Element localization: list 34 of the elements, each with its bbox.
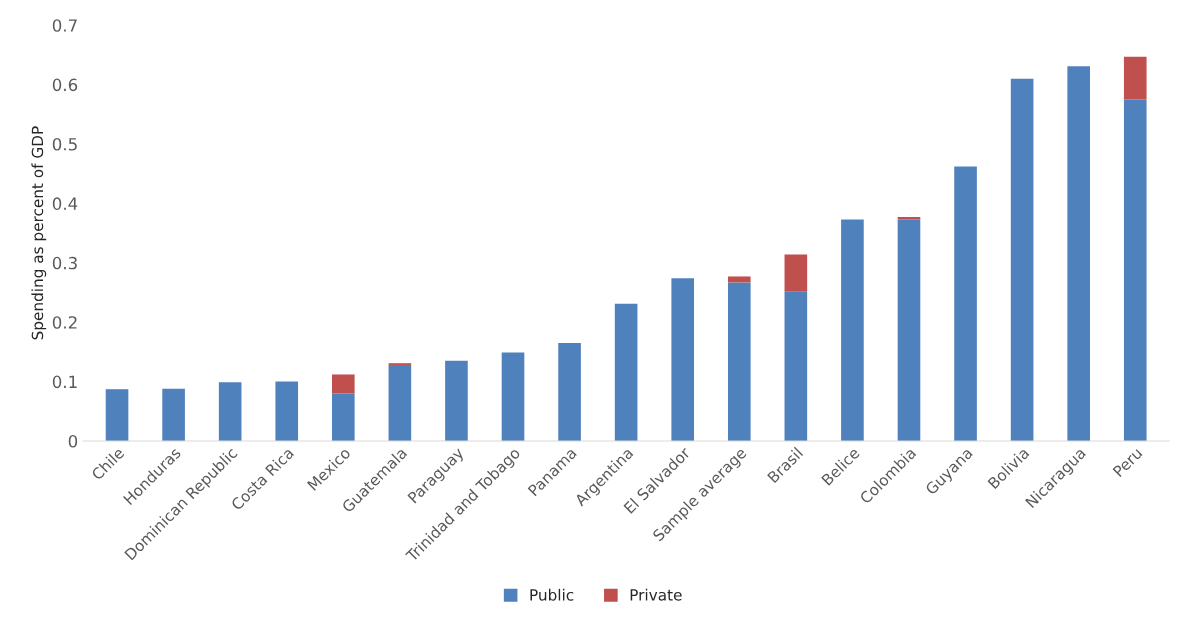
bar — [1123, 56, 1147, 100]
bar — [331, 374, 355, 394]
bar — [501, 352, 525, 441]
bar — [614, 303, 638, 441]
bar — [671, 278, 695, 441]
bar — [1010, 78, 1034, 441]
y-tick-label: 0.4 — [52, 197, 78, 210]
bar — [841, 219, 864, 441]
y-tick-label: 0 — [68, 434, 78, 448]
bar — [558, 342, 581, 441]
y-tick-label: 0.1 — [52, 375, 77, 389]
bar — [1123, 99, 1147, 441]
bar — [784, 291, 808, 441]
y-tick-label: 0.5 — [52, 137, 77, 151]
y-tick-label: 0.7 — [52, 19, 77, 32]
bar — [105, 389, 129, 441]
y-tick-label: 0.6 — [52, 78, 78, 92]
legend-label: Public — [530, 588, 574, 601]
bar — [162, 388, 185, 441]
bar — [897, 219, 921, 441]
bar — [784, 254, 808, 292]
bar — [445, 360, 468, 441]
bar — [218, 382, 242, 441]
bar — [275, 381, 299, 441]
bar — [388, 364, 412, 441]
bar — [954, 166, 977, 441]
bar — [1067, 66, 1090, 441]
bar — [727, 276, 751, 283]
legend-label: Private — [630, 588, 682, 601]
bar — [331, 393, 355, 441]
bar — [727, 282, 751, 441]
y-axis-title: Spending as percent of GDP — [31, 126, 47, 340]
y-tick-label: 0.2 — [52, 316, 77, 329]
y-tick-label: 0.3 — [52, 256, 77, 270]
